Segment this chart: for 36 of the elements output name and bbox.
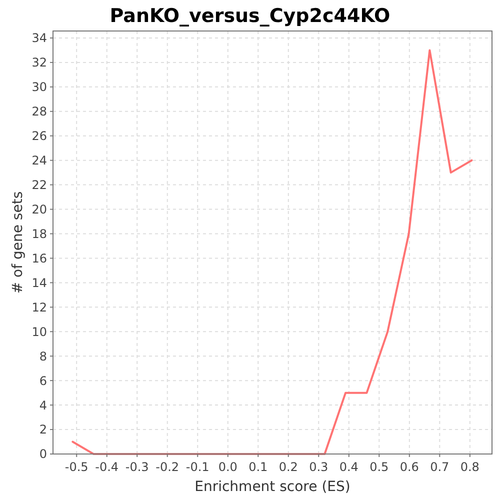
y-tick-label: 16 bbox=[32, 251, 47, 266]
x-tick-label: 0.3 bbox=[309, 460, 328, 474]
chart-title: PanKO_versus_Cyp2c44KO bbox=[110, 5, 390, 27]
y-tick-label: 24 bbox=[32, 154, 47, 168]
y-axis-title: # of gene sets bbox=[10, 191, 26, 294]
x-tick-label: 0.5 bbox=[370, 460, 389, 474]
x-tick-label: -0.4 bbox=[95, 460, 119, 474]
x-tick-label: -0.5 bbox=[64, 460, 88, 474]
y-tick-label: 12 bbox=[32, 300, 47, 314]
y-tick-label: 34 bbox=[32, 31, 47, 46]
x-tick-label: 0.0 bbox=[218, 460, 238, 474]
y-tick-label: 8 bbox=[39, 349, 47, 364]
y-tick-label: 6 bbox=[39, 374, 47, 388]
y-tick-label: 30 bbox=[32, 80, 47, 94]
line-series bbox=[72, 49, 473, 455]
x-tick-label: 0.6 bbox=[400, 460, 419, 474]
y-tick-label: 20 bbox=[32, 202, 47, 216]
y-tick-label: 2 bbox=[39, 422, 47, 437]
y-tick-label: 0 bbox=[39, 447, 47, 462]
x-tick-label: 0.1 bbox=[248, 460, 268, 474]
y-tick-label: 10 bbox=[32, 324, 47, 339]
x-tick-label: 0.8 bbox=[460, 460, 480, 474]
x-tick-label: 0.7 bbox=[430, 460, 450, 474]
x-tick-label: 0.4 bbox=[339, 460, 358, 474]
x-tick-label: -0.2 bbox=[156, 460, 180, 474]
y-tick-label: 22 bbox=[32, 178, 47, 192]
y-tick-label: 18 bbox=[32, 226, 47, 241]
y-tick-label: 28 bbox=[32, 104, 47, 119]
y-tick-label: 26 bbox=[32, 129, 47, 144]
y-tick-label: 4 bbox=[39, 398, 47, 412]
y-tick-label: 32 bbox=[32, 56, 47, 70]
y-tick-label: 14 bbox=[32, 276, 47, 290]
x-tick-label: 0.2 bbox=[278, 460, 298, 474]
x-tick-label: -0.1 bbox=[186, 460, 210, 474]
x-axis-title: Enrichment score (ES) bbox=[194, 479, 350, 495]
x-tick-label: -0.3 bbox=[125, 460, 149, 474]
